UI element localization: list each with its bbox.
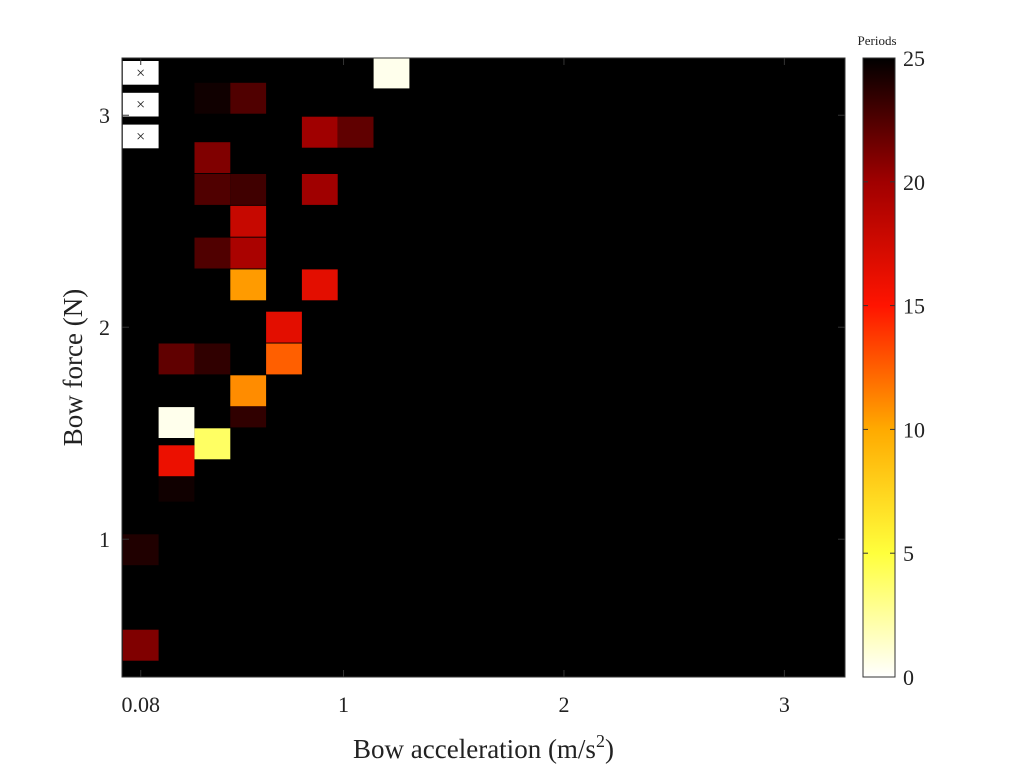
x-axis: 0.08 1 2 3 [121, 58, 790, 717]
heatmap-cell [301, 174, 338, 205]
heatmap-cell [122, 629, 159, 661]
heatmap-cell [194, 142, 231, 174]
heatmap-cell [194, 174, 231, 205]
colorbar-tick-label: 25 [903, 46, 925, 71]
colorbar [862, 57, 896, 678]
heatmap-cell [158, 343, 195, 375]
missing-cell-marker: × [136, 65, 145, 82]
missing-cell [122, 92, 159, 117]
heatmap-cell [230, 269, 267, 301]
plot-frame [121, 57, 846, 678]
heatmap-cell [230, 237, 267, 269]
heatmap-cell [337, 116, 374, 148]
heatmap-cell [266, 343, 302, 375]
colorbar-tick-label: 20 [903, 170, 925, 195]
colorbar-tick-label: 15 [903, 294, 925, 319]
colorbar-tick-label: 10 [903, 417, 925, 442]
x-axis-title-close: ) [605, 734, 614, 764]
x-tick-label: 3 [779, 692, 790, 717]
y-tick-label: 1 [99, 527, 110, 552]
heatmap-cell [301, 116, 338, 148]
heatmap-cell [266, 311, 302, 343]
x-axis-title-superscript: 2 [596, 731, 605, 751]
missing-cell-marker: × [136, 97, 145, 114]
heatmap-cell [194, 428, 231, 460]
heatmap-cell [230, 174, 267, 205]
colorbar-tick-label: 0 [903, 665, 914, 690]
missing-cell [122, 124, 159, 149]
y-axis-title: Bow force (N) [58, 289, 88, 446]
x-tick-label: 2 [558, 692, 569, 717]
x-tick-label: 1 [338, 692, 349, 717]
plot-area [122, 58, 845, 677]
heatmap-cell [194, 237, 231, 269]
heatmap-cell [194, 82, 231, 114]
heatmap-cell [230, 375, 267, 407]
x-axis-title-main: Bow acceleration (m/s [353, 734, 596, 764]
colorbar-tick-label: 5 [903, 541, 914, 566]
x-axis-title: Bow acceleration (m/s2) [353, 731, 614, 764]
heatmap-cell [158, 445, 195, 477]
missing-cell [122, 61, 159, 85]
heatmap-cell [230, 205, 267, 237]
colorbar-title: Periods [858, 33, 897, 48]
y-axis: 1 2 3 [99, 103, 845, 552]
heatmap-cell [230, 82, 267, 114]
y-tick-label: 2 [99, 315, 110, 340]
x-tick-label: 0.08 [121, 692, 160, 717]
heatmap-cell [158, 407, 195, 438]
heatmap-cell [194, 343, 231, 375]
y-tick-label: 3 [99, 103, 110, 128]
heatmap-cell [301, 269, 338, 301]
heatmap-cell [373, 57, 410, 89]
colorbar-ticks: 0 5 10 15 20 25 [863, 46, 925, 690]
heatmap-cells: × × × [122, 57, 410, 661]
missing-cell-marker: × [136, 128, 145, 145]
